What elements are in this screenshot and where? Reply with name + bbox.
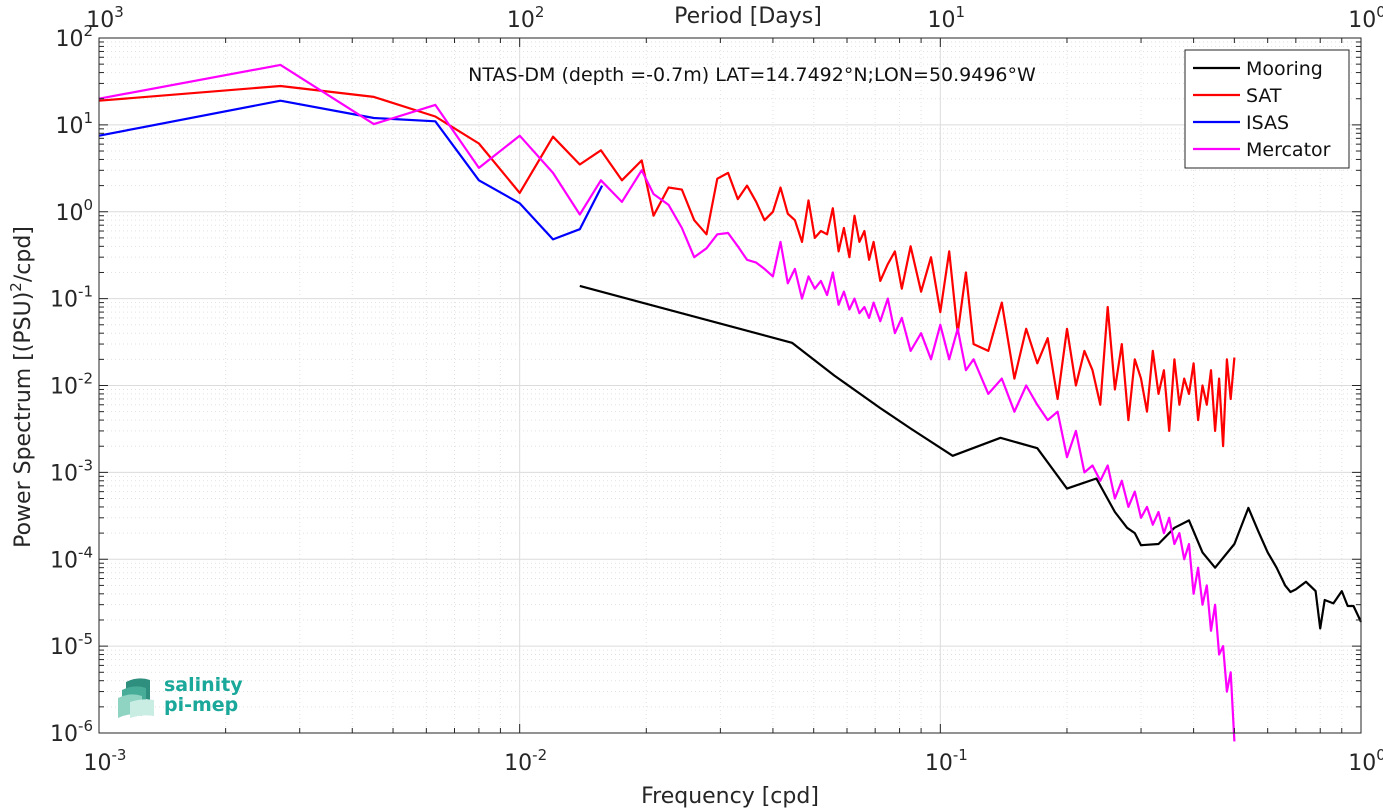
x-tick-label: 100 bbox=[1348, 746, 1383, 776]
series-layer bbox=[98, 63, 1362, 742]
chart-title: NTAS-DM (depth =-0.7m) LAT=14.7492°N;LON… bbox=[468, 64, 1036, 86]
series-line-isas bbox=[98, 99, 604, 241]
legend-label-mercator: Mercator bbox=[1246, 139, 1331, 161]
y-tick-label: 102 bbox=[55, 22, 93, 52]
x-tick-label: 10-2 bbox=[504, 746, 547, 776]
y-tick-label: 100 bbox=[55, 196, 93, 226]
top-tick-labels: 103 102 101 100 bbox=[86, 3, 1383, 33]
y-tick-label: 10-5 bbox=[50, 630, 93, 660]
y-tick-label: 10-2 bbox=[50, 370, 93, 400]
x-tick-labels: 10-3 10-2 10-1 100 bbox=[84, 746, 1383, 776]
y-tick-label: 101 bbox=[55, 109, 93, 139]
y-tick-label: 10-4 bbox=[50, 543, 93, 573]
top-axis-label: Period [Days] bbox=[674, 4, 822, 29]
x-axis-label: Frequency [cpd] bbox=[641, 784, 819, 809]
tick-marks bbox=[98, 37, 1362, 734]
y-tick-labels: 10-6 10-5 10-4 10-3 10-2 10-1 100 101 102 bbox=[50, 22, 93, 747]
x-tick-label: 10-1 bbox=[925, 746, 968, 776]
x-tick-label: 10-3 bbox=[84, 746, 127, 776]
legend: Mooring SAT ISAS Mercator bbox=[1184, 49, 1350, 169]
series-line-mercator bbox=[98, 63, 1236, 742]
major-grid bbox=[98, 37, 1362, 734]
logo-waves-icon bbox=[118, 678, 154, 718]
legend-label-sat: SAT bbox=[1246, 85, 1282, 107]
logo-text-pimep: pi-mep bbox=[164, 694, 239, 716]
top-tick-label: 100 bbox=[1348, 3, 1383, 33]
legend-label-mooring: Mooring bbox=[1246, 58, 1323, 80]
salinity-pimep-logo: salinity pi-mep bbox=[116, 672, 256, 724]
top-tick-label: 102 bbox=[507, 3, 545, 33]
y-tick-label: 10-3 bbox=[50, 456, 93, 486]
y-axis-label: Power Spectrum [(PSU)2/cpd] bbox=[7, 226, 36, 548]
logo-text-salinity: salinity bbox=[164, 674, 243, 696]
y-tick-label: 10-1 bbox=[50, 283, 93, 313]
series-line-sat bbox=[98, 84, 1236, 448]
top-tick-label: 101 bbox=[928, 3, 966, 33]
y-tick-label: 10-6 bbox=[50, 717, 93, 747]
series-line-mooring bbox=[579, 284, 1362, 630]
top-tick-label: 103 bbox=[86, 3, 124, 33]
legend-label-isas: ISAS bbox=[1246, 112, 1289, 134]
